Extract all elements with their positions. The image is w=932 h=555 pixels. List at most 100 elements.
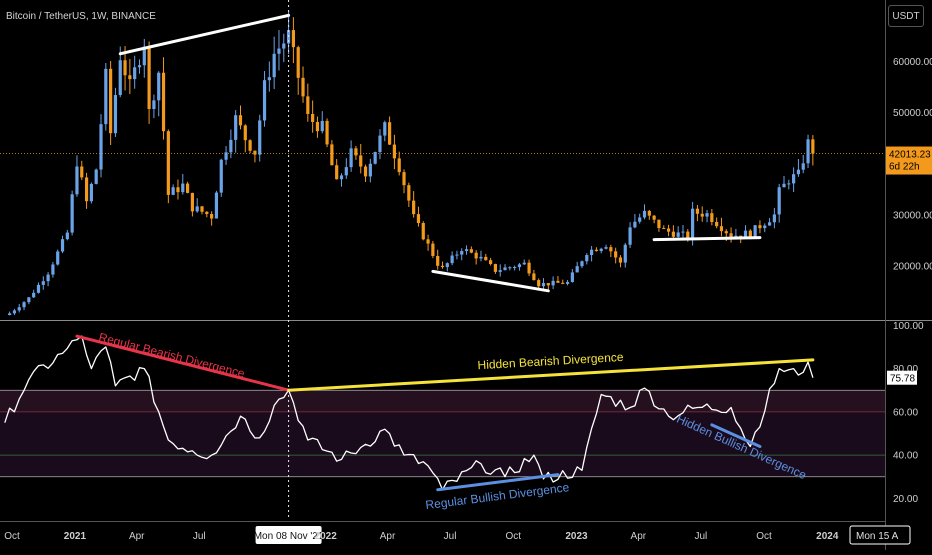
candle: [181, 173, 185, 195]
candle-body: [652, 215, 656, 220]
time-axis-edge-label: Mon 15 A: [856, 531, 899, 542]
candle: [60, 235, 65, 254]
candle-body: [306, 96, 310, 114]
countdown-label: 6d 22h: [889, 162, 920, 173]
candle-body: [113, 95, 118, 134]
candle-body: [614, 251, 618, 258]
candle-body: [248, 140, 252, 151]
candle: [128, 58, 132, 95]
candle: [224, 146, 228, 165]
candle-body: [363, 166, 368, 177]
time-tick-label: 2021: [64, 531, 87, 542]
candle-body: [378, 135, 382, 152]
candle: [238, 105, 243, 130]
candle: [498, 264, 502, 277]
candle-body: [36, 284, 41, 293]
candle: [80, 160, 84, 181]
candle-body: [469, 249, 473, 253]
time-tick-label: Jul: [193, 531, 206, 542]
candle-body: [320, 120, 324, 132]
candle-body: [618, 257, 623, 263]
candle-body: [460, 251, 464, 255]
candle-body: [46, 274, 50, 282]
candle-body: [17, 307, 21, 311]
candle-body: [219, 159, 223, 193]
rsi-overbought-fill: [0, 390, 885, 412]
candle: [657, 219, 661, 232]
candle: [513, 265, 517, 271]
candle-body: [267, 77, 271, 81]
currency-button[interactable]: USDT: [888, 5, 924, 27]
candle: [387, 116, 392, 146]
candle: [349, 140, 353, 172]
candle: [133, 55, 137, 89]
candle: [416, 206, 421, 227]
candle: [493, 263, 498, 274]
candle: [152, 94, 156, 119]
candle-body: [214, 192, 219, 219]
candle: [113, 87, 118, 137]
candle: [137, 59, 142, 74]
candle: [205, 211, 209, 218]
divergence-label: Regular Bullish Divergence: [425, 480, 571, 512]
candle-body: [123, 60, 127, 76]
candle: [368, 158, 372, 183]
rsi-tick-label: 80.00: [893, 364, 918, 375]
candle-body: [599, 248, 603, 252]
candle: [806, 134, 810, 169]
candle-body: [758, 225, 762, 229]
candle-body: [638, 217, 642, 222]
candle-body: [128, 75, 132, 80]
rsi-value-tag: [887, 370, 917, 385]
candle: [787, 179, 791, 190]
divergence-line: [75, 334, 291, 392]
candle-body: [565, 281, 570, 284]
time-tick-label: Jul: [694, 531, 707, 542]
candle-body: [753, 225, 757, 237]
price-tick-label: 60000.00: [893, 57, 932, 68]
candle: [695, 204, 700, 222]
candle: [32, 289, 36, 298]
price-tick-label: 20000.00: [893, 262, 932, 273]
candle-body: [686, 231, 690, 239]
candle: [36, 282, 41, 294]
candle-body: [719, 226, 724, 232]
candle-body: [152, 100, 156, 109]
symbol-title[interactable]: Bitcoin / TetherUS, 1W, BINANCE: [6, 11, 156, 22]
candle: [75, 155, 79, 197]
candle-body: [296, 47, 300, 78]
candle-body: [80, 166, 84, 178]
candle-body: [344, 167, 348, 176]
candle-body: [488, 260, 493, 265]
candle-body: [315, 122, 320, 132]
candle-body: [210, 213, 214, 219]
candle: [633, 214, 637, 229]
candle-body: [647, 210, 651, 216]
candle: [219, 158, 223, 197]
candle: [104, 62, 108, 131]
candle: [652, 215, 656, 224]
candle-body: [767, 222, 772, 226]
candle-body: [166, 131, 170, 195]
candle-body: [354, 148, 358, 156]
candle-body: [676, 232, 680, 237]
last-price-tag: [886, 146, 932, 175]
candle-body: [700, 213, 704, 217]
candle: [407, 182, 411, 207]
candle-body: [416, 214, 421, 224]
candle-body: [41, 281, 45, 285]
candle: [647, 209, 651, 220]
candle: [464, 245, 469, 255]
candle: [195, 198, 199, 213]
candle: [522, 259, 526, 265]
candle-body: [243, 125, 247, 141]
candle-body: [147, 46, 151, 109]
candle: [628, 222, 632, 248]
candle: [27, 296, 31, 305]
candle-body: [234, 115, 238, 140]
candle-body: [109, 68, 113, 134]
candle-body: [142, 46, 146, 66]
candle-body: [291, 30, 295, 48]
